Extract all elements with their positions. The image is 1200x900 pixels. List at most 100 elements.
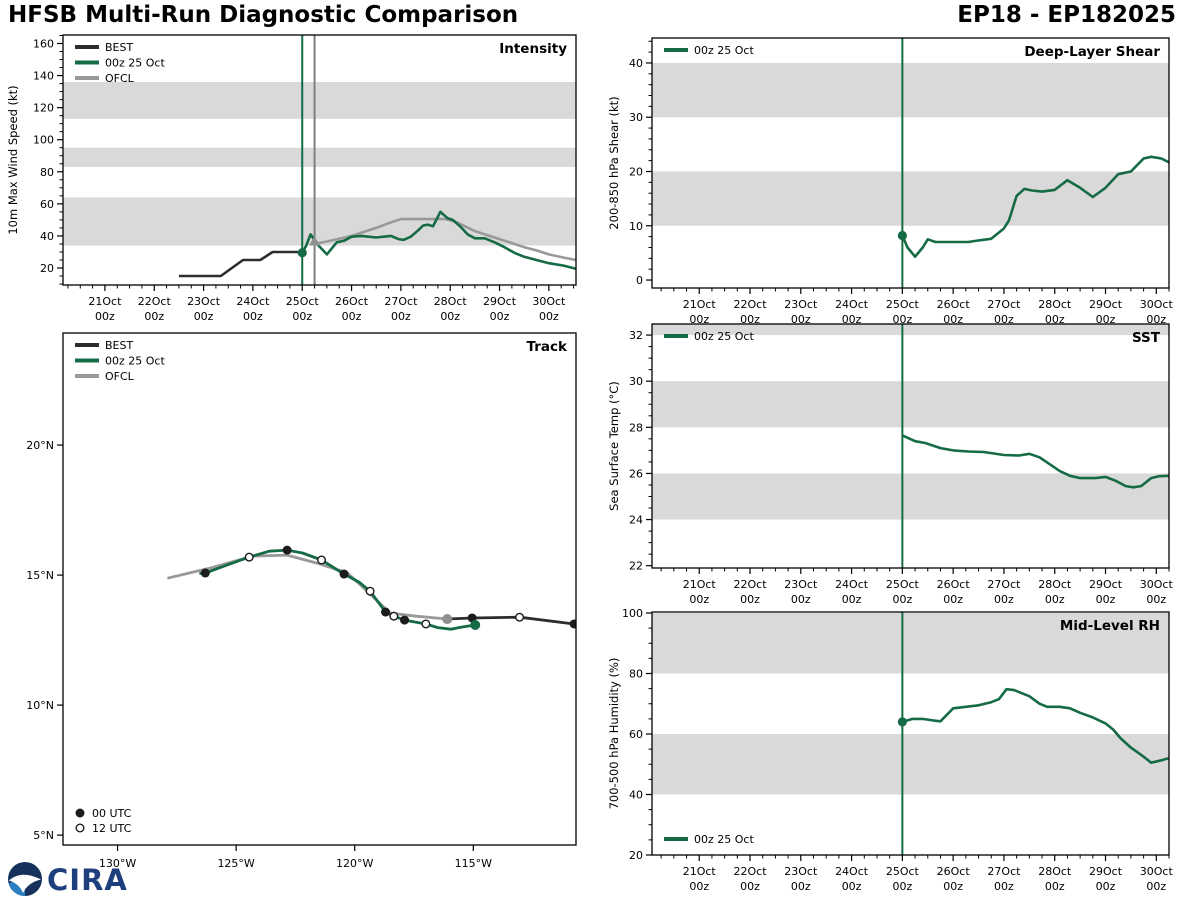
track-series-ofcl (167, 553, 448, 621)
svg-text:24Oct: 24Oct (236, 295, 270, 308)
svg-text:00z: 00z (892, 880, 912, 893)
svg-text:00z: 00z (539, 310, 559, 323)
svg-text:00z: 00z (292, 310, 312, 323)
svg-text:40: 40 (629, 57, 643, 70)
svg-text:29Oct: 29Oct (483, 295, 517, 308)
sst-panel: 21Oct 00z 22Oct 00z 23Oct 00z 24Oct 00z 25Oct 00z… (607, 323, 1174, 606)
svg-text:Mid-Level RH: Mid-Level RH (1060, 618, 1160, 634)
svg-text:10°N: 10°N (26, 699, 54, 712)
svg-text:27Oct: 27Oct (987, 578, 1021, 591)
svg-text:00z: 00z (791, 593, 811, 606)
svg-text:00z: 00z (1045, 880, 1065, 893)
svg-text:30: 30 (629, 111, 643, 124)
svg-text:22: 22 (629, 560, 643, 573)
storm-id: EP18 - EP182025 (957, 2, 1176, 28)
svg-text:21Oct: 21Oct (88, 295, 122, 308)
svg-text:Deep-Layer Shear: Deep-Layer Shear (1024, 44, 1160, 60)
svg-text:125°W: 125°W (217, 857, 254, 870)
svg-text:24Oct: 24Oct (835, 578, 869, 591)
svg-text:00z: 00z (194, 310, 214, 323)
svg-text:22Oct: 22Oct (138, 295, 172, 308)
svg-text:22Oct: 22Oct (734, 865, 768, 878)
svg-text:10m Max Wind Speed (kt): 10m Max Wind Speed (kt) (6, 85, 20, 234)
intensity-init-dot (297, 248, 307, 258)
svg-text:21Oct: 21Oct (683, 298, 717, 311)
svg-text:12 UTC: 12 UTC (92, 822, 132, 835)
svg-text:SST: SST (1132, 330, 1161, 346)
svg-text:00z: 00z (740, 593, 760, 606)
svg-text:20: 20 (629, 849, 643, 862)
shear-series-00z-25-oct (901, 155, 1169, 259)
svg-text:00z: 00z (842, 880, 862, 893)
svg-text:23Oct: 23Oct (784, 578, 818, 591)
track-init-dot-00z-25-oct (470, 620, 481, 631)
svg-text:00z 25 Oct: 00z 25 Oct (694, 330, 754, 343)
cira-logo-text: CIRA (47, 863, 128, 897)
svg-text:00z: 00z (791, 313, 811, 326)
svg-text:00z: 00z (342, 310, 362, 323)
intensity-series-ofcl (314, 217, 576, 262)
svg-text:00z: 00z (943, 313, 963, 326)
shear-init-dot (897, 230, 907, 241)
svg-text:00z: 00z (740, 880, 760, 893)
svg-text:25Oct: 25Oct (886, 298, 920, 311)
svg-text:80: 80 (629, 667, 643, 680)
intensity-series-best (178, 250, 305, 278)
svg-text:00z: 00z (1146, 593, 1166, 606)
rh-init-dot (897, 717, 907, 727)
svg-text:OFCL: OFCL (105, 370, 135, 383)
shear-panel: 21Oct 00z 22Oct 00z 23Oct 00z 24Oct 00z 25Oct 00z… (607, 37, 1174, 326)
svg-text:22Oct: 22Oct (734, 578, 768, 591)
svg-text:00z: 00z (994, 880, 1014, 893)
svg-text:00z: 00z (740, 313, 760, 326)
svg-text:80: 80 (40, 166, 54, 179)
track-panel: 130°W 125°W 120°W 115°W 5°N 10°N 15°N 20°N Track… (26, 332, 577, 870)
svg-text:00z: 00z (842, 593, 862, 606)
svg-text:00 UTC: 00 UTC (92, 807, 132, 820)
svg-text:20: 20 (629, 165, 643, 178)
svg-text:21Oct: 21Oct (683, 865, 717, 878)
svg-text:00z: 00z (1096, 313, 1116, 326)
svg-text:30Oct: 30Oct (1140, 578, 1174, 591)
svg-text:BEST: BEST (105, 339, 133, 352)
svg-text:00z 25 Oct: 00z 25 Oct (105, 57, 165, 70)
svg-text:00z 25 Oct: 00z 25 Oct (694, 833, 754, 846)
svg-text:28Oct: 28Oct (1038, 298, 1072, 311)
svg-text:00z: 00z (144, 310, 164, 323)
svg-text:00z 25 Oct: 00z 25 Oct (694, 44, 754, 57)
svg-text:30Oct: 30Oct (532, 295, 566, 308)
svg-text:28Oct: 28Oct (434, 295, 468, 308)
svg-text:27Oct: 27Oct (987, 298, 1021, 311)
svg-text:00z 25 Oct: 00z 25 Oct (105, 355, 165, 368)
svg-text:200-850 hPa Shear (kt): 200-850 hPa Shear (kt) (607, 96, 621, 229)
svg-text:23Oct: 23Oct (784, 865, 818, 878)
svg-text:120: 120 (33, 102, 54, 115)
svg-text:23Oct: 23Oct (187, 295, 221, 308)
svg-text:0: 0 (636, 274, 643, 287)
svg-text:23Oct: 23Oct (784, 298, 818, 311)
svg-text:24: 24 (629, 514, 643, 527)
svg-text:29Oct: 29Oct (1089, 298, 1123, 311)
svg-text:26Oct: 26Oct (937, 578, 971, 591)
svg-text:115°W: 115°W (455, 857, 492, 870)
svg-text:00z: 00z (490, 310, 510, 323)
rh-panel: 21Oct 00z 22Oct 00z 23Oct 00z 24Oct 00z 25Oct 00z… (607, 607, 1173, 893)
svg-text:10: 10 (629, 220, 643, 233)
svg-text:26Oct: 26Oct (937, 298, 971, 311)
svg-text:00z: 00z (994, 593, 1014, 606)
rh-series-00z-25-oct (902, 687, 1169, 765)
svg-text:100: 100 (622, 607, 643, 620)
svg-text:BEST: BEST (105, 41, 133, 54)
svg-text:30Oct: 30Oct (1140, 865, 1174, 878)
svg-text:24Oct: 24Oct (835, 865, 869, 878)
svg-text:40: 40 (629, 788, 643, 801)
svg-text:140: 140 (33, 70, 54, 83)
svg-text:00z: 00z (1096, 593, 1116, 606)
track-series-best (447, 615, 576, 626)
svg-text:30: 30 (629, 375, 643, 388)
svg-text:30Oct: 30Oct (1140, 298, 1174, 311)
cira-logo: CIRA (8, 862, 128, 897)
svg-text:60: 60 (40, 198, 54, 211)
svg-text:00z: 00z (943, 880, 963, 893)
svg-text:26: 26 (629, 467, 643, 480)
